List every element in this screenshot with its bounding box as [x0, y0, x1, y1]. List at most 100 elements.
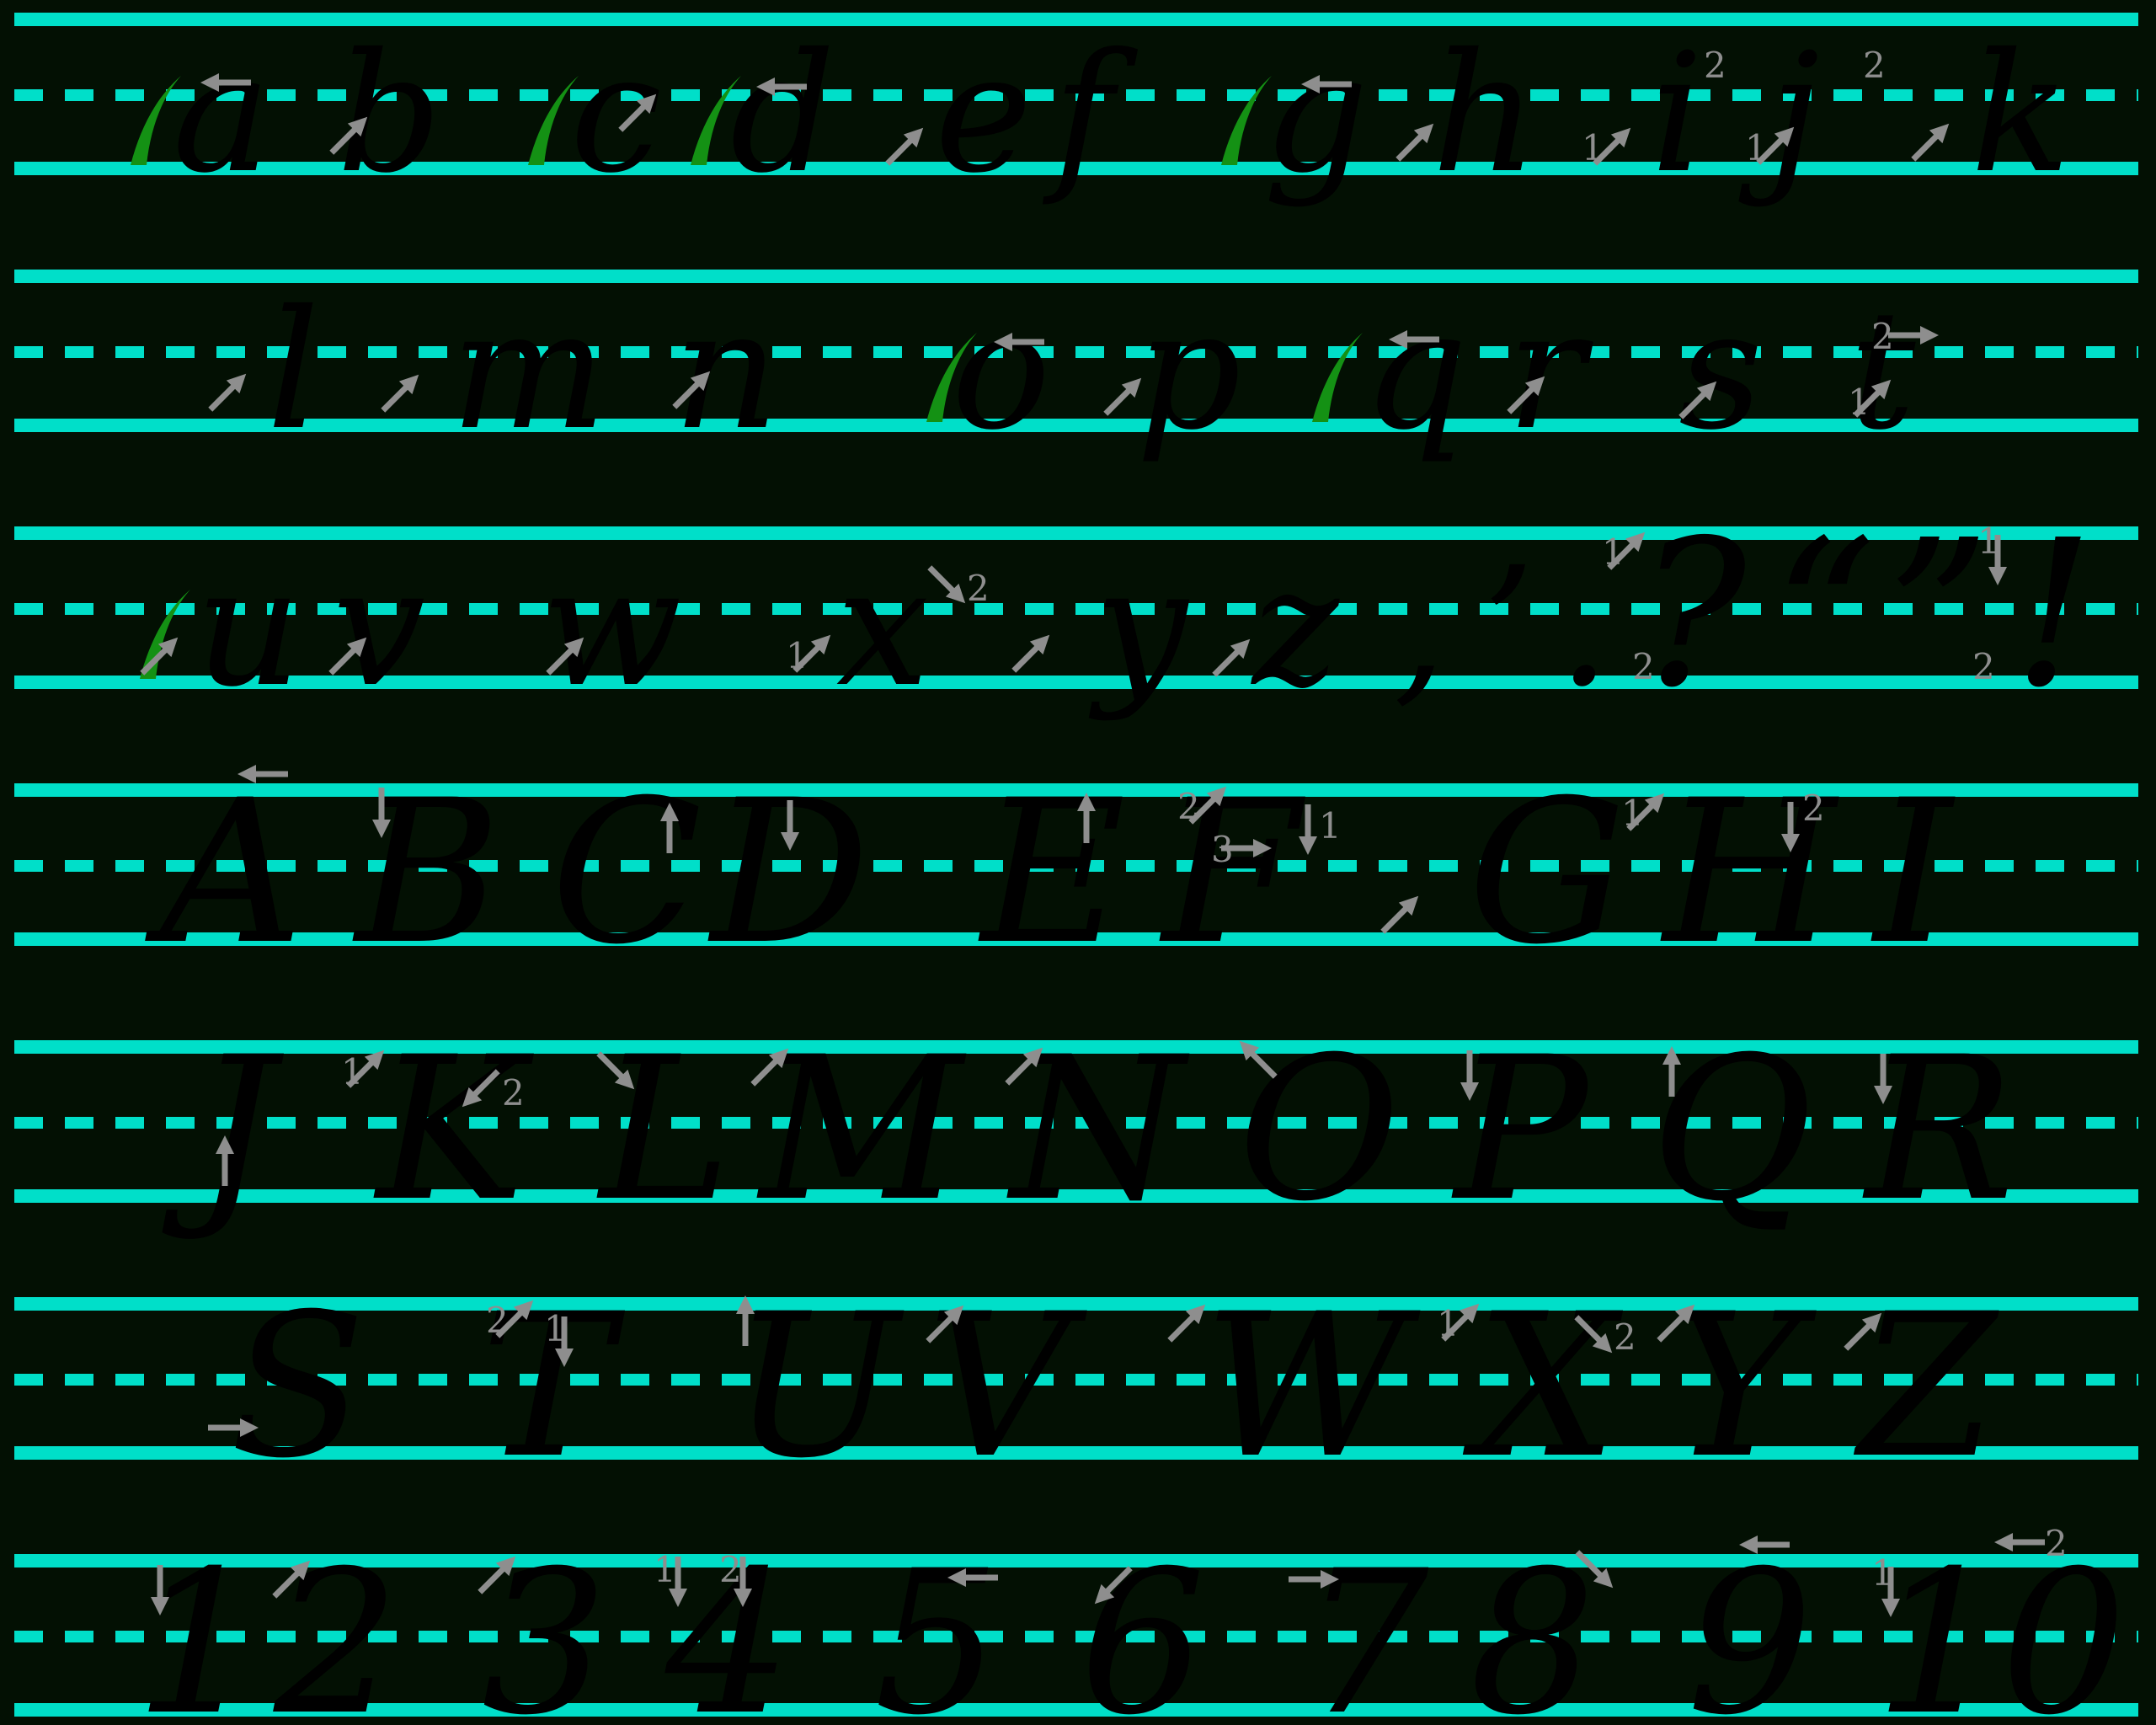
glyph-P: P [1451, 1015, 1591, 1245]
arrow-shaft [1844, 1322, 1872, 1351]
rule-row-5 [14, 1040, 2138, 1203]
stroke-arrow [208, 1418, 259, 1437]
stroke-order-label: 2 [1177, 786, 1200, 827]
glyph-3: 3 [482, 1529, 608, 1725]
arrow-head [1389, 330, 1407, 349]
rule-row-4 [14, 783, 2138, 946]
stroke-arrow [1299, 804, 1317, 855]
glyph-q: q [1363, 275, 1468, 466]
arrow-shaft [1994, 535, 2001, 569]
arrow-shaft [157, 1565, 163, 1599]
arrow-shaft [1575, 1550, 1604, 1578]
arrow-shaft [254, 771, 288, 777]
arrow-shaft [329, 126, 358, 155]
glyph-!: ! [2013, 496, 2094, 732]
stroke-arrow [1005, 1047, 1043, 1086]
glyph-h: h [1432, 18, 1538, 209]
arrow-head [1592, 1332, 1613, 1354]
arrow-shaft [272, 1570, 301, 1599]
stroke-order-label: 3 [1211, 829, 1234, 870]
uppercase-A-to-I: A B C D E F G H I 2 1 3 1 2 [145, 758, 1956, 988]
arrow-head [237, 765, 256, 783]
stroke-order-label: 1 [1621, 793, 1644, 834]
arrow-shaft [495, 1310, 524, 1338]
glyph-8: 8 [1470, 1529, 1596, 1725]
stroke-arrow [756, 77, 807, 96]
glyph-u: u [195, 531, 302, 723]
arrow-shaft [1756, 136, 1785, 165]
stroke-arrow [947, 1568, 998, 1587]
glyph-”: ” [1886, 496, 1990, 732]
stroke-order-label: 1 [1871, 1552, 1894, 1594]
glyph-U: U [732, 1272, 905, 1502]
stroke-arrow [200, 73, 251, 92]
arrow-shaft [208, 383, 237, 412]
arrow-head [1077, 793, 1096, 811]
stroke-arrow [1289, 1570, 1339, 1589]
glyph-W: W [1203, 1272, 1421, 1502]
glyph-V: V [927, 1272, 1087, 1502]
glyph-,: , [1394, 531, 1446, 723]
stroke-arrow [734, 1557, 752, 1607]
stroke-order-label: 1 [786, 635, 808, 676]
rule-row-1 [14, 13, 2138, 175]
arrow-shaft [739, 1557, 746, 1590]
stroke-arrow [660, 803, 679, 853]
glyph-“: “ [1773, 496, 1876, 732]
arrow-shaft [1318, 81, 1352, 88]
stroke-order-label: 1 [544, 1308, 567, 1349]
stroke-order-label: 2 [967, 568, 990, 609]
stroke-arrow [1988, 535, 2007, 585]
arrow-shaft [675, 1557, 681, 1590]
stroke-arrow [1167, 1304, 1206, 1343]
glyph-r: r [1507, 275, 1593, 466]
glyph-Q: Q [1651, 1015, 1813, 1245]
stroke-arrow [1441, 1303, 1480, 1342]
stroke-order-label: 1 [341, 1051, 364, 1092]
glyph-v: v [333, 531, 425, 723]
arrow-head [736, 1295, 755, 1314]
glyph-l: l [267, 275, 319, 466]
lead-in-stroke [1221, 76, 1272, 165]
arrow-head [1994, 1533, 2013, 1551]
arrow-head [734, 1589, 752, 1607]
arrow-head [1253, 839, 1272, 857]
arrow-head [660, 803, 679, 821]
glyph-g: g [1263, 18, 1369, 209]
stroke-order-label: 2 [486, 1300, 509, 1341]
stroke-order-label: 2 [1972, 646, 1995, 687]
arrow-head [994, 333, 1012, 351]
stroke-arrow [1657, 1304, 1695, 1343]
arrow-shaft [596, 1051, 625, 1080]
arrow-shaft [1607, 542, 1636, 570]
stroke-arrow [237, 765, 288, 783]
arrow-head [1321, 1570, 1339, 1589]
glyph-.: . [1558, 531, 1610, 723]
stroke-order-label: 2 [1614, 1316, 1636, 1358]
arrow-head [1459, 1303, 1480, 1324]
arrow-shaft [1880, 1054, 1886, 1087]
arrow-shaft [328, 647, 357, 676]
arrow-shaft [1188, 796, 1217, 825]
arrow-head [669, 1589, 687, 1607]
stroke-arrow [1094, 1566, 1133, 1605]
base-line [14, 419, 2138, 432]
arrow-head [943, 1305, 964, 1326]
glyph-2: 2 [273, 1529, 400, 1725]
glyph-I: I [1870, 758, 1956, 988]
arrow-shaft [666, 820, 673, 853]
glyph-6: 6 [1080, 1529, 1206, 1725]
arrow-shaft [964, 1574, 998, 1581]
top-line [14, 270, 2138, 283]
arrow-shaft [1221, 845, 1255, 852]
rule-row-3 [14, 526, 2138, 689]
arrow-head [151, 1597, 169, 1616]
glyph-M: M [756, 1015, 967, 1245]
glyph-B: B [352, 758, 501, 988]
arrow-head [372, 820, 391, 838]
stroke-arrow [1739, 1535, 1790, 1554]
arrow-shaft [346, 1060, 375, 1088]
lead-in-stroke [691, 76, 741, 165]
lowercase-l-to-t: l m n o p q r s t12 [208, 275, 1939, 466]
